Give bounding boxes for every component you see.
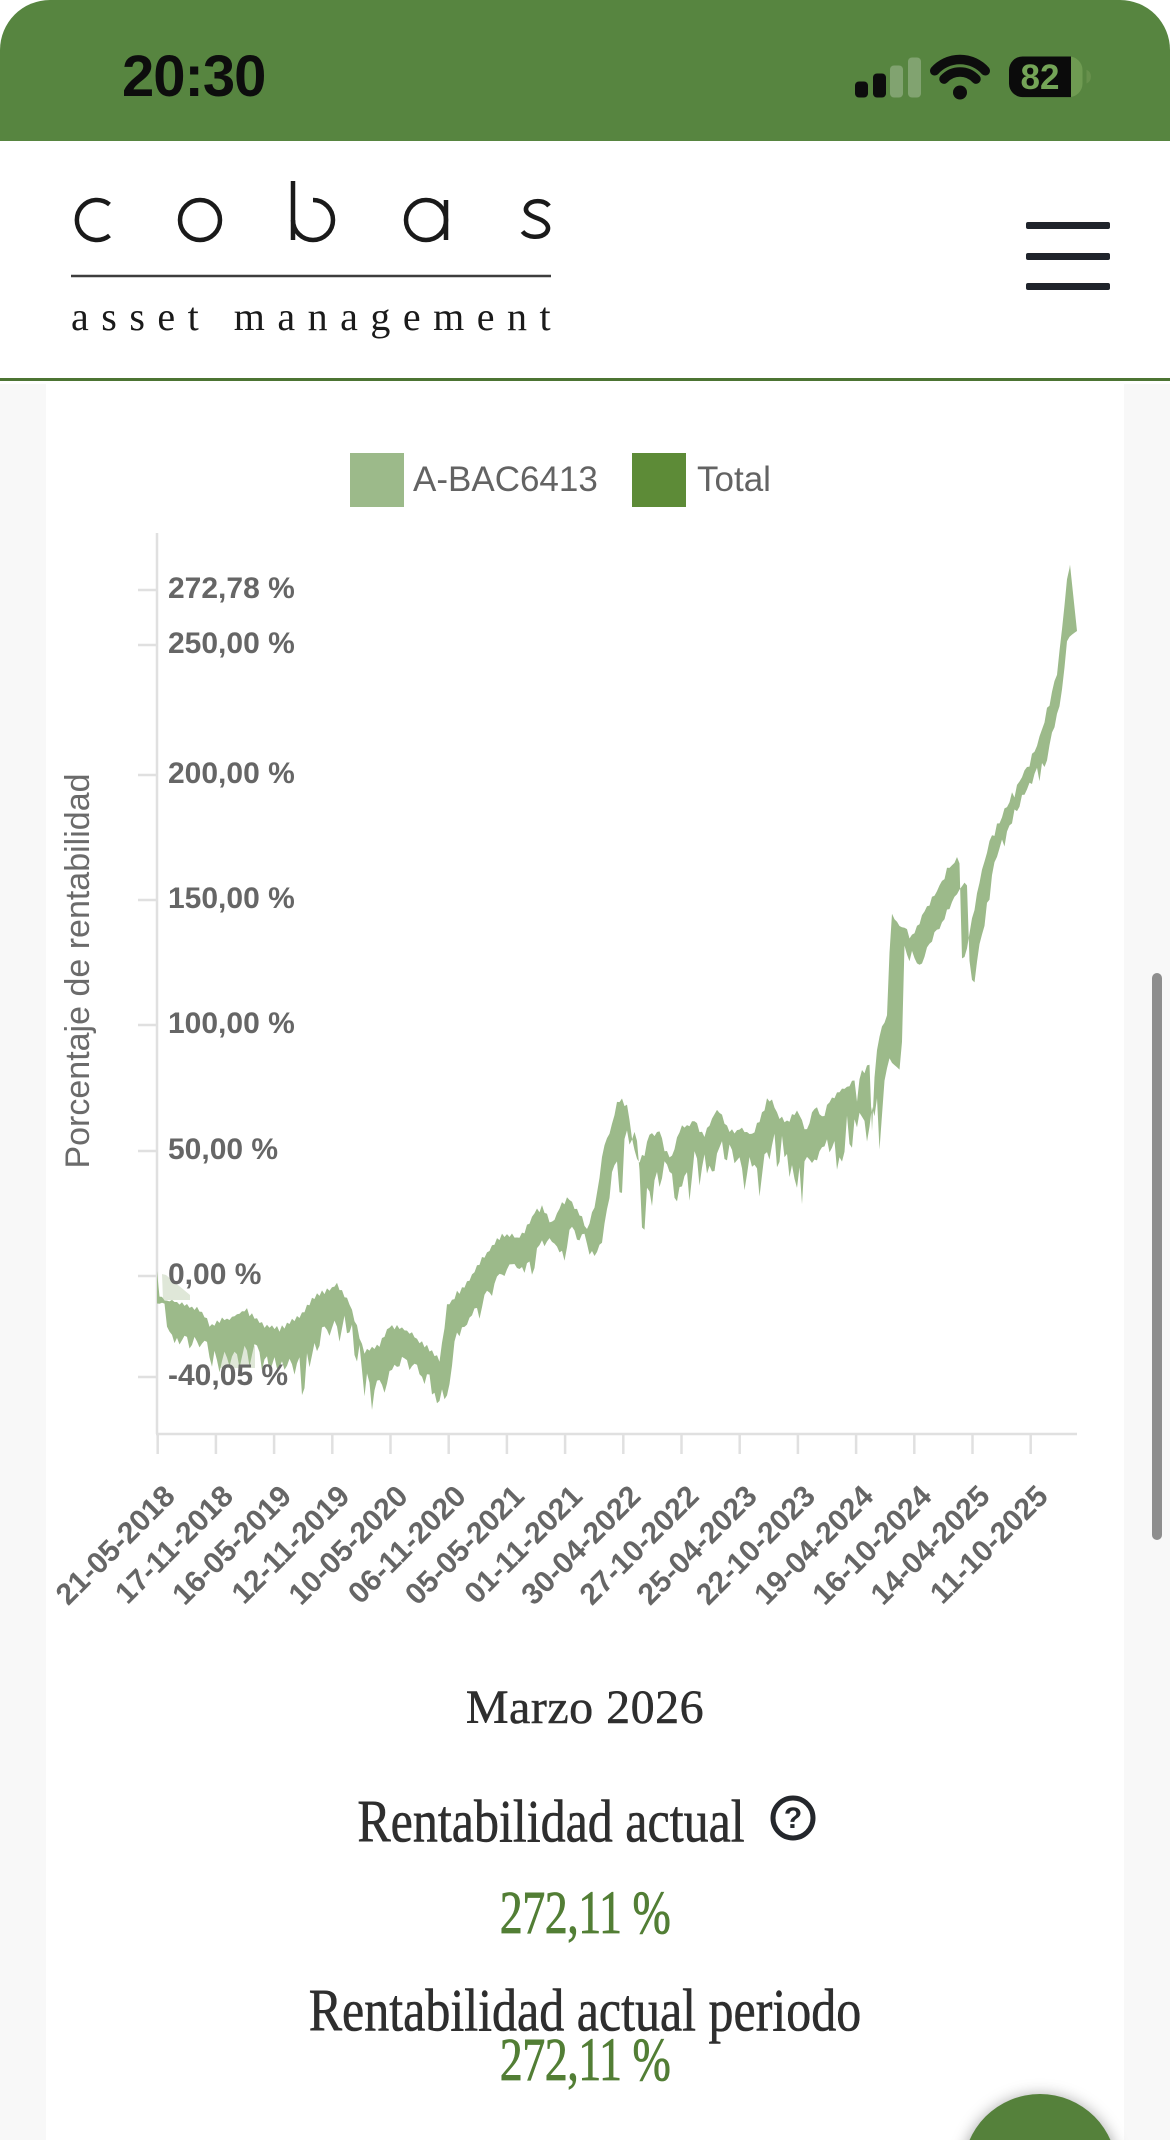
svg-text:250,00 %: 250,00 % — [168, 627, 295, 660]
svg-text:-40,05 %: -40,05 % — [168, 1359, 288, 1392]
svg-text:asset management: asset management — [71, 294, 563, 339]
svg-text:?: ? — [784, 1802, 802, 1835]
svg-text:150,00 %: 150,00 % — [168, 882, 295, 915]
svg-text:50,00 %: 50,00 % — [168, 1133, 278, 1166]
svg-text:Porcentaje de rentabilidad: Porcentaje de rentabilidad — [59, 773, 97, 1168]
svg-text:82: 82 — [1021, 58, 1060, 97]
svg-text:A-BAC6413: A-BAC6413 — [413, 460, 598, 499]
svg-text:200,00 %: 200,00 % — [168, 757, 295, 790]
svg-text:0,00 %: 0,00 % — [168, 1258, 261, 1291]
svg-text:100,00 %: 100,00 % — [168, 1007, 295, 1040]
svg-text:Total: Total — [697, 460, 771, 499]
svg-text:272,78 %: 272,78 % — [168, 572, 295, 605]
